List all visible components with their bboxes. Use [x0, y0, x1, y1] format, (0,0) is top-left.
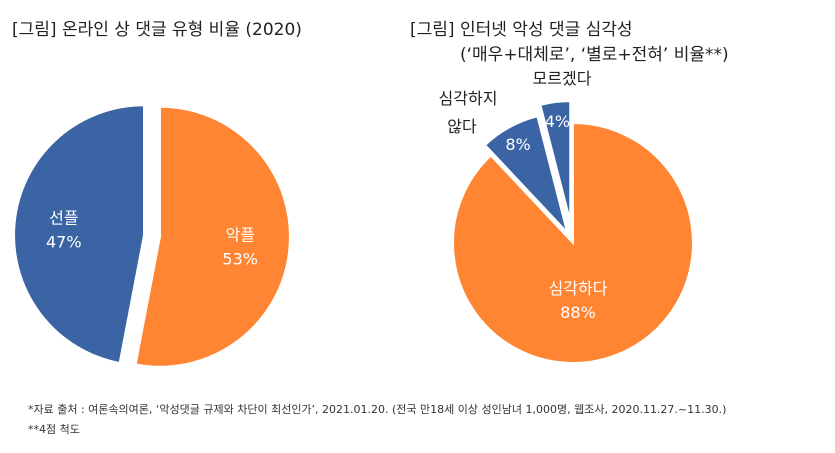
- chart2-subtitle: (‘매우+대체로’, ‘별로+전혀’ 비율**): [460, 45, 729, 65]
- chart2-title: [그림] 인터넷 악성 댓글 심각성: [410, 20, 633, 40]
- slice-label: 악플: [225, 225, 254, 244]
- pie-slice-1-1: [134, 105, 291, 368]
- slice-label-outside: 모르겠다: [533, 69, 592, 88]
- chart1-title: [그림] 온라인 상 댓글 유형 비율 (2020): [12, 20, 302, 40]
- slice-label-outside: 심각하지: [439, 89, 498, 108]
- source-note: *자료 출처 : 여론속의여론, ‘악성댓글 규제와 차단이 최선인가’, 20…: [28, 403, 727, 416]
- pie-slice-2-3: [539, 100, 572, 222]
- pie-slice-2-2: [483, 115, 569, 234]
- pie-slice-2-1: [452, 121, 694, 364]
- pie-slice-1-2: [13, 104, 146, 365]
- slice-label-outside: 않다: [447, 117, 477, 136]
- slice-label: 선플: [49, 209, 78, 228]
- slice-value: 4%: [545, 112, 570, 131]
- slice-value: 53%: [222, 249, 258, 268]
- slice-value: 8%: [505, 135, 530, 154]
- scale-note: **4점 척도: [28, 423, 80, 436]
- slice-label: 심각하다: [549, 279, 608, 298]
- slice-value: 88%: [560, 303, 596, 322]
- slice-value: 47%: [46, 233, 82, 252]
